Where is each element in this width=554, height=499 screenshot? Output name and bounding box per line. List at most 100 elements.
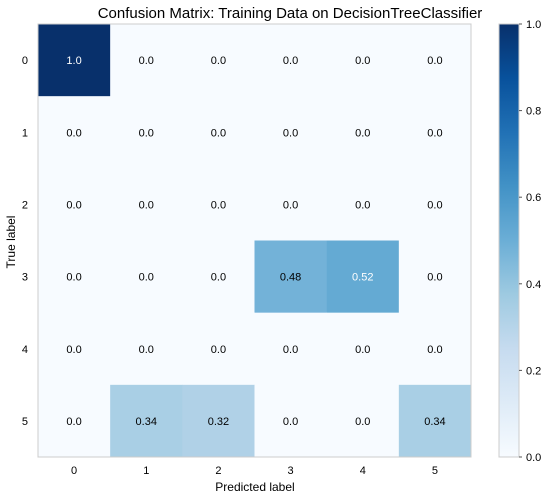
colorbar-tick-label: 1.0 bbox=[526, 19, 541, 31]
heatmap-cell bbox=[254, 312, 327, 386]
heatmap-cell-labels: 1.0 0.0 0.0 0.0 0.0 0.0 0.0 0.0 0.0 0.0 0.0 0.0 0.0 0… bbox=[66, 55, 445, 428]
cell-value-label: 0.48 bbox=[280, 272, 301, 284]
heatmap-cell bbox=[38, 240, 111, 313]
x-tick-label: 5 bbox=[432, 465, 438, 477]
cell-value-label: 0.0 bbox=[211, 344, 226, 356]
heatmap-cell bbox=[398, 240, 472, 313]
heatmap-cell bbox=[326, 168, 400, 241]
x-axis-label: Predicted label bbox=[215, 480, 294, 494]
y-tick-labels: 0 1 2 3 4 5 bbox=[22, 55, 28, 428]
cell-value-label: 0.0 bbox=[139, 344, 154, 356]
cell-value-label: 0.0 bbox=[66, 416, 81, 428]
heatmap-cell bbox=[182, 384, 255, 458]
heatmap-cell bbox=[254, 240, 327, 313]
cell-value-label: 0.0 bbox=[427, 199, 442, 211]
cell-value-label: 0.0 bbox=[427, 55, 442, 67]
cell-value-label: 0.0 bbox=[211, 127, 226, 139]
cell-value-label: 0.0 bbox=[66, 272, 81, 284]
heatmap-cell bbox=[110, 168, 183, 241]
cell-value-label: 0.0 bbox=[283, 344, 298, 356]
heatmap-cell bbox=[110, 240, 183, 313]
colorbar-tick-label: 0.8 bbox=[526, 106, 541, 118]
cell-value-label: 0.0 bbox=[66, 199, 81, 211]
x-tick-label: 1 bbox=[143, 465, 149, 477]
y-tick-label: 0 bbox=[22, 55, 28, 67]
heatmap-cell bbox=[398, 312, 472, 386]
cell-value-label: 0.0 bbox=[283, 416, 298, 428]
heatmap-cell bbox=[182, 96, 255, 169]
cell-value-label: 0.0 bbox=[283, 55, 298, 67]
heatmap-cell bbox=[398, 96, 472, 169]
cell-value-label: 0.0 bbox=[139, 199, 154, 211]
heatmap-cell bbox=[110, 312, 183, 386]
cell-value-label: 0.0 bbox=[139, 272, 154, 284]
cell-value-label: 0.32 bbox=[208, 416, 229, 428]
heatmap-cell bbox=[254, 24, 327, 97]
cell-value-label: 0.0 bbox=[427, 344, 442, 356]
y-axis-label: True label bbox=[4, 216, 18, 269]
heatmap-cell bbox=[38, 24, 111, 97]
heatmap-cell bbox=[398, 24, 472, 97]
y-tick-label: 2 bbox=[22, 199, 28, 211]
y-tick-label: 4 bbox=[22, 344, 28, 356]
cell-value-label: 0.0 bbox=[355, 344, 370, 356]
cell-value-label: 0.0 bbox=[139, 55, 154, 67]
y-tick-label: 3 bbox=[22, 272, 28, 284]
cell-value-label: 0.52 bbox=[352, 272, 373, 284]
heatmap-cell bbox=[38, 384, 111, 458]
heatmap-cell bbox=[110, 24, 183, 97]
x-tick-label: 2 bbox=[215, 465, 221, 477]
cell-value-label: 0.0 bbox=[211, 55, 226, 67]
colorbar-tick-labels: 0.0 0.2 0.4 0.6 0.8 1.0 bbox=[519, 19, 541, 464]
heatmap-cell bbox=[326, 312, 400, 386]
heatmap-cell bbox=[182, 24, 255, 97]
heatmap-cell bbox=[38, 168, 111, 241]
heatmap-cell bbox=[110, 96, 183, 169]
heatmap-cell bbox=[326, 96, 400, 169]
x-tick-label: 3 bbox=[288, 465, 294, 477]
heatmap-cells bbox=[38, 24, 472, 458]
cell-value-label: 0.0 bbox=[283, 199, 298, 211]
x-tick-label: 0 bbox=[71, 465, 77, 477]
cell-value-label: 0.0 bbox=[355, 416, 370, 428]
y-tick-label: 5 bbox=[22, 416, 28, 428]
colorbar-tick-label: 0.2 bbox=[526, 365, 541, 377]
cell-value-label: 0.0 bbox=[66, 344, 81, 356]
heatmap-cell bbox=[254, 168, 327, 241]
heatmap-cell bbox=[38, 312, 111, 386]
heatmap-cell bbox=[110, 384, 183, 458]
cell-value-label: 0.0 bbox=[283, 127, 298, 139]
colorbar-tick-label: 0.6 bbox=[526, 192, 541, 204]
cell-value-label: 0.0 bbox=[139, 127, 154, 139]
heatmap-cell bbox=[182, 240, 255, 313]
cell-value-label: 0.0 bbox=[427, 127, 442, 139]
cell-value-label: 0.0 bbox=[355, 55, 370, 67]
cell-value-label: 0.0 bbox=[66, 127, 81, 139]
heatmap-cell bbox=[182, 312, 255, 386]
cell-value-label: 1.0 bbox=[66, 55, 81, 67]
cell-value-label: 0.0 bbox=[355, 127, 370, 139]
plot-frame bbox=[37, 23, 472, 458]
colorbar-tick-label: 0.0 bbox=[526, 452, 541, 464]
cell-value-label: 0.0 bbox=[427, 272, 442, 284]
heatmap-cell bbox=[254, 384, 327, 458]
heatmap-cell bbox=[326, 240, 400, 313]
y-tick-label: 1 bbox=[22, 127, 28, 139]
heatmap-cell bbox=[326, 384, 400, 458]
heatmap-cell bbox=[398, 384, 472, 458]
heatmap-cell bbox=[326, 24, 400, 97]
cell-value-label: 0.0 bbox=[211, 199, 226, 211]
cell-value-label: 0.0 bbox=[355, 199, 370, 211]
heatmap-cell bbox=[38, 96, 111, 169]
x-tick-labels: 0 1 2 3 4 5 bbox=[71, 465, 438, 477]
heatmap-cell bbox=[254, 96, 327, 169]
cell-value-label: 0.0 bbox=[211, 272, 226, 284]
chart-title: Confusion Matrix: Training Data on Decis… bbox=[98, 5, 483, 22]
cell-value-label: 0.34 bbox=[424, 416, 445, 428]
heatmap-cell bbox=[182, 168, 255, 241]
colorbar bbox=[498, 23, 520, 458]
colorbar-tick-label: 0.4 bbox=[526, 279, 541, 291]
heatmap-cell bbox=[398, 168, 472, 241]
cell-value-label: 0.34 bbox=[136, 416, 157, 428]
